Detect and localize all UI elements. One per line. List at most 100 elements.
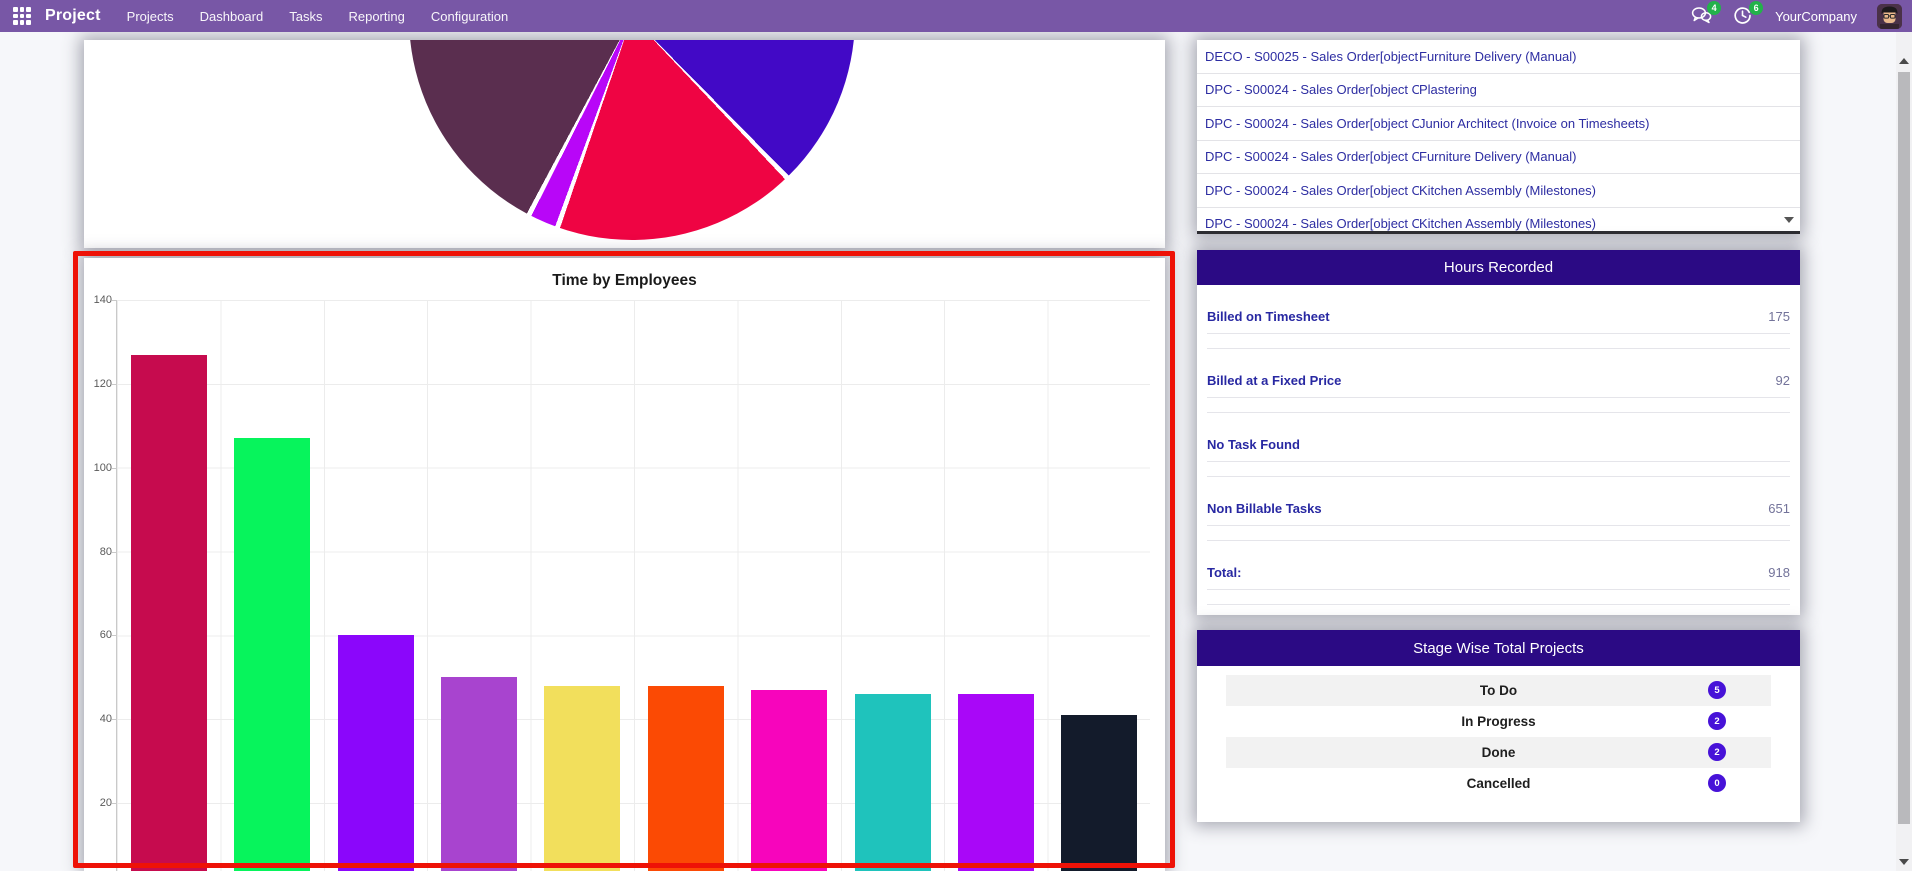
hours-row-value: 651 xyxy=(1768,501,1790,516)
nav-item-projects[interactable]: Projects xyxy=(126,8,174,24)
hours-row-divider xyxy=(1207,398,1790,413)
sales-order-row[interactable]: DPC - S00024 - Sales Order[object Object… xyxy=(1197,141,1800,174)
sales-order-table: DECO - S00025 - Sales Order[object Objec… xyxy=(1197,40,1800,232)
apps-grid-icon[interactable] xyxy=(13,7,31,25)
bar-employee-5[interactable] xyxy=(544,685,621,871)
hours-row-divider xyxy=(1207,590,1790,605)
y-tick-label-40: 40 xyxy=(99,713,112,726)
hours-recorded-card: Hours Recorded Billed on Timesheet 175 Bil… xyxy=(1197,250,1800,615)
task-name-label: Kitchen Assembly (Milestones) xyxy=(1419,182,1597,198)
stage-wise-header: Stage Wise Total Projects xyxy=(1197,630,1800,666)
messages-count-badge: 4 xyxy=(1707,1,1722,15)
bar-employee-4[interactable] xyxy=(440,677,517,871)
clock-icon xyxy=(1734,7,1751,24)
nav-item-dashboard[interactable]: Dashboard xyxy=(199,8,264,24)
task-name-label: Furniture Delivery (Manual) xyxy=(1419,48,1577,64)
y-tick-label-140: 140 xyxy=(93,294,112,306)
hours-recorded-body: Billed on Timesheet 175 Billed at a Fixed … xyxy=(1197,285,1800,605)
hours-row: Billed at a Fixed Price 92 xyxy=(1207,349,1790,398)
hours-row-value: 175 xyxy=(1768,309,1790,324)
hours-row-value: 918 xyxy=(1768,565,1790,580)
hours-row-label[interactable]: Billed on Timesheet xyxy=(1207,309,1330,324)
messages-icon[interactable]: 4 xyxy=(1691,1,1722,26)
hours-row-label[interactable]: No Task Found xyxy=(1207,437,1300,452)
page-scrollbar[interactable] xyxy=(1896,32,1912,871)
app-name-project[interactable]: Project xyxy=(45,7,101,24)
task-name-label: Furniture Delivery (Manual) xyxy=(1419,149,1577,165)
stage-count-badge: 2 xyxy=(1708,712,1726,730)
bar-employee-9[interactable] xyxy=(957,694,1034,871)
y-tick-mark xyxy=(112,719,117,721)
bar-chart-card: Time by Employees 140 120 100 80 60 40 20 xyxy=(84,258,1165,871)
hours-row-value: 92 xyxy=(1775,373,1790,388)
pie-chart[interactable] xyxy=(409,40,855,240)
y-tick-label-80: 80 xyxy=(99,545,112,558)
avatar-face-icon xyxy=(1877,3,1902,29)
hours-row-divider xyxy=(1207,526,1790,541)
task-name-label: Kitchen Assembly (Milestones) xyxy=(1419,216,1597,232)
y-tick-label-100: 100 xyxy=(93,461,112,474)
stage-label: Done xyxy=(1481,745,1516,760)
bar-employee-8[interactable] xyxy=(854,694,931,871)
y-tick-mark xyxy=(112,467,117,469)
sales-order-link: DPC - S00024 - Sales Order[object Object… xyxy=(1205,82,1419,98)
table-scroll-down-arrow[interactable] xyxy=(1784,217,1794,223)
company-switcher[interactable]: YourCompany xyxy=(1775,8,1857,24)
stage-wise-card: Stage Wise Total Projects To Do 5 In Progr… xyxy=(1197,630,1800,822)
hours-row-label[interactable]: Billed at a Fixed Price xyxy=(1207,373,1342,388)
bar-employee-6[interactable] xyxy=(647,685,724,871)
stage-row-to-do[interactable]: To Do 5 xyxy=(1226,675,1771,706)
nav-item-configuration[interactable]: Configuration xyxy=(430,8,509,24)
scrollbar-thumb[interactable] xyxy=(1898,72,1910,824)
stage-row-in-progress[interactable]: In Progress 2 xyxy=(1226,706,1771,737)
stage-count-badge: 5 xyxy=(1708,681,1726,699)
bar-employee-7[interactable] xyxy=(751,689,828,871)
sales-order-row[interactable]: DPC - S00024 - Sales Order[object Object… xyxy=(1197,174,1800,208)
hours-row-label[interactable]: Total: xyxy=(1207,565,1242,580)
sales-order-table-card: DECO - S00025 - Sales Order[object Objec… xyxy=(1197,40,1800,234)
bar-chart-title: Time by Employees xyxy=(552,272,697,289)
hours-row: Non Billable Tasks 651 xyxy=(1207,477,1790,526)
bar-employee-3[interactable] xyxy=(337,635,414,871)
nav-item-tasks[interactable]: Tasks xyxy=(289,8,323,24)
sales-order-row[interactable]: DPC - S00024 - Sales Order[object Object… xyxy=(1197,107,1800,141)
sales-order-link: DECO - S00025 - Sales Order[object Objec… xyxy=(1205,48,1419,64)
task-name-label: Junior Architect (Invoice on Timesheets) xyxy=(1419,115,1650,131)
hours-row-divider xyxy=(1207,334,1790,349)
user-avatar[interactable] xyxy=(1877,3,1902,29)
top-navbar: Project Projects Dashboard Tasks Reporting C… xyxy=(0,0,1912,32)
bar-employee-1[interactable] xyxy=(130,354,207,871)
y-tick-mark xyxy=(112,383,117,385)
stage-count-badge: 0 xyxy=(1708,774,1726,792)
scrollbar-up-arrow[interactable] xyxy=(1899,58,1909,64)
chat-bubbles-icon xyxy=(1691,7,1712,24)
stage-row-cancelled[interactable]: Cancelled 0 xyxy=(1226,768,1771,799)
activities-icon[interactable]: 6 xyxy=(1733,1,1764,26)
pie-chart-card xyxy=(84,40,1165,248)
stage-label: Cancelled xyxy=(1466,776,1531,791)
sales-order-link: DPC - S00024 - Sales Order[object Object… xyxy=(1205,216,1419,232)
stage-row-done[interactable]: Done 2 xyxy=(1226,737,1771,768)
bar-employee-2[interactable] xyxy=(234,438,311,871)
stage-count-badge: 2 xyxy=(1708,743,1726,761)
sales-order-link: DPC - S00024 - Sales Order[object Object… xyxy=(1205,115,1419,131)
stage-label: To Do xyxy=(1479,683,1518,698)
y-tick-label-60: 60 xyxy=(99,629,112,642)
sales-order-row[interactable]: DECO - S00025 - Sales Order[object Objec… xyxy=(1197,40,1800,74)
bar-employee-10[interactable] xyxy=(1061,715,1138,871)
hours-row: Total: 918 xyxy=(1207,541,1790,590)
y-tick-mark xyxy=(112,803,117,804)
y-tick-label-20: 20 xyxy=(99,797,112,809)
hours-row: No Task Found xyxy=(1207,413,1790,462)
y-tick-mark xyxy=(112,635,117,637)
y-tick-mark xyxy=(112,300,117,301)
hours-row-label[interactable]: Non Billable Tasks xyxy=(1207,501,1322,516)
sales-order-row[interactable]: DPC - S00024 - Sales Order[object Object… xyxy=(1197,208,1800,232)
hours-row: Billed on Timesheet 175 xyxy=(1207,285,1790,334)
bar-chart-plot-area xyxy=(116,300,1150,871)
sales-order-link: DPC - S00024 - Sales Order[object Object… xyxy=(1205,182,1419,198)
scrollbar-down-arrow[interactable] xyxy=(1899,859,1909,865)
nav-item-reporting[interactable]: Reporting xyxy=(348,8,405,24)
sales-order-row[interactable]: DPC - S00024 - Sales Order[object Object… xyxy=(1197,74,1800,107)
sales-order-link: DPC - S00024 - Sales Order[object Object… xyxy=(1205,149,1419,165)
